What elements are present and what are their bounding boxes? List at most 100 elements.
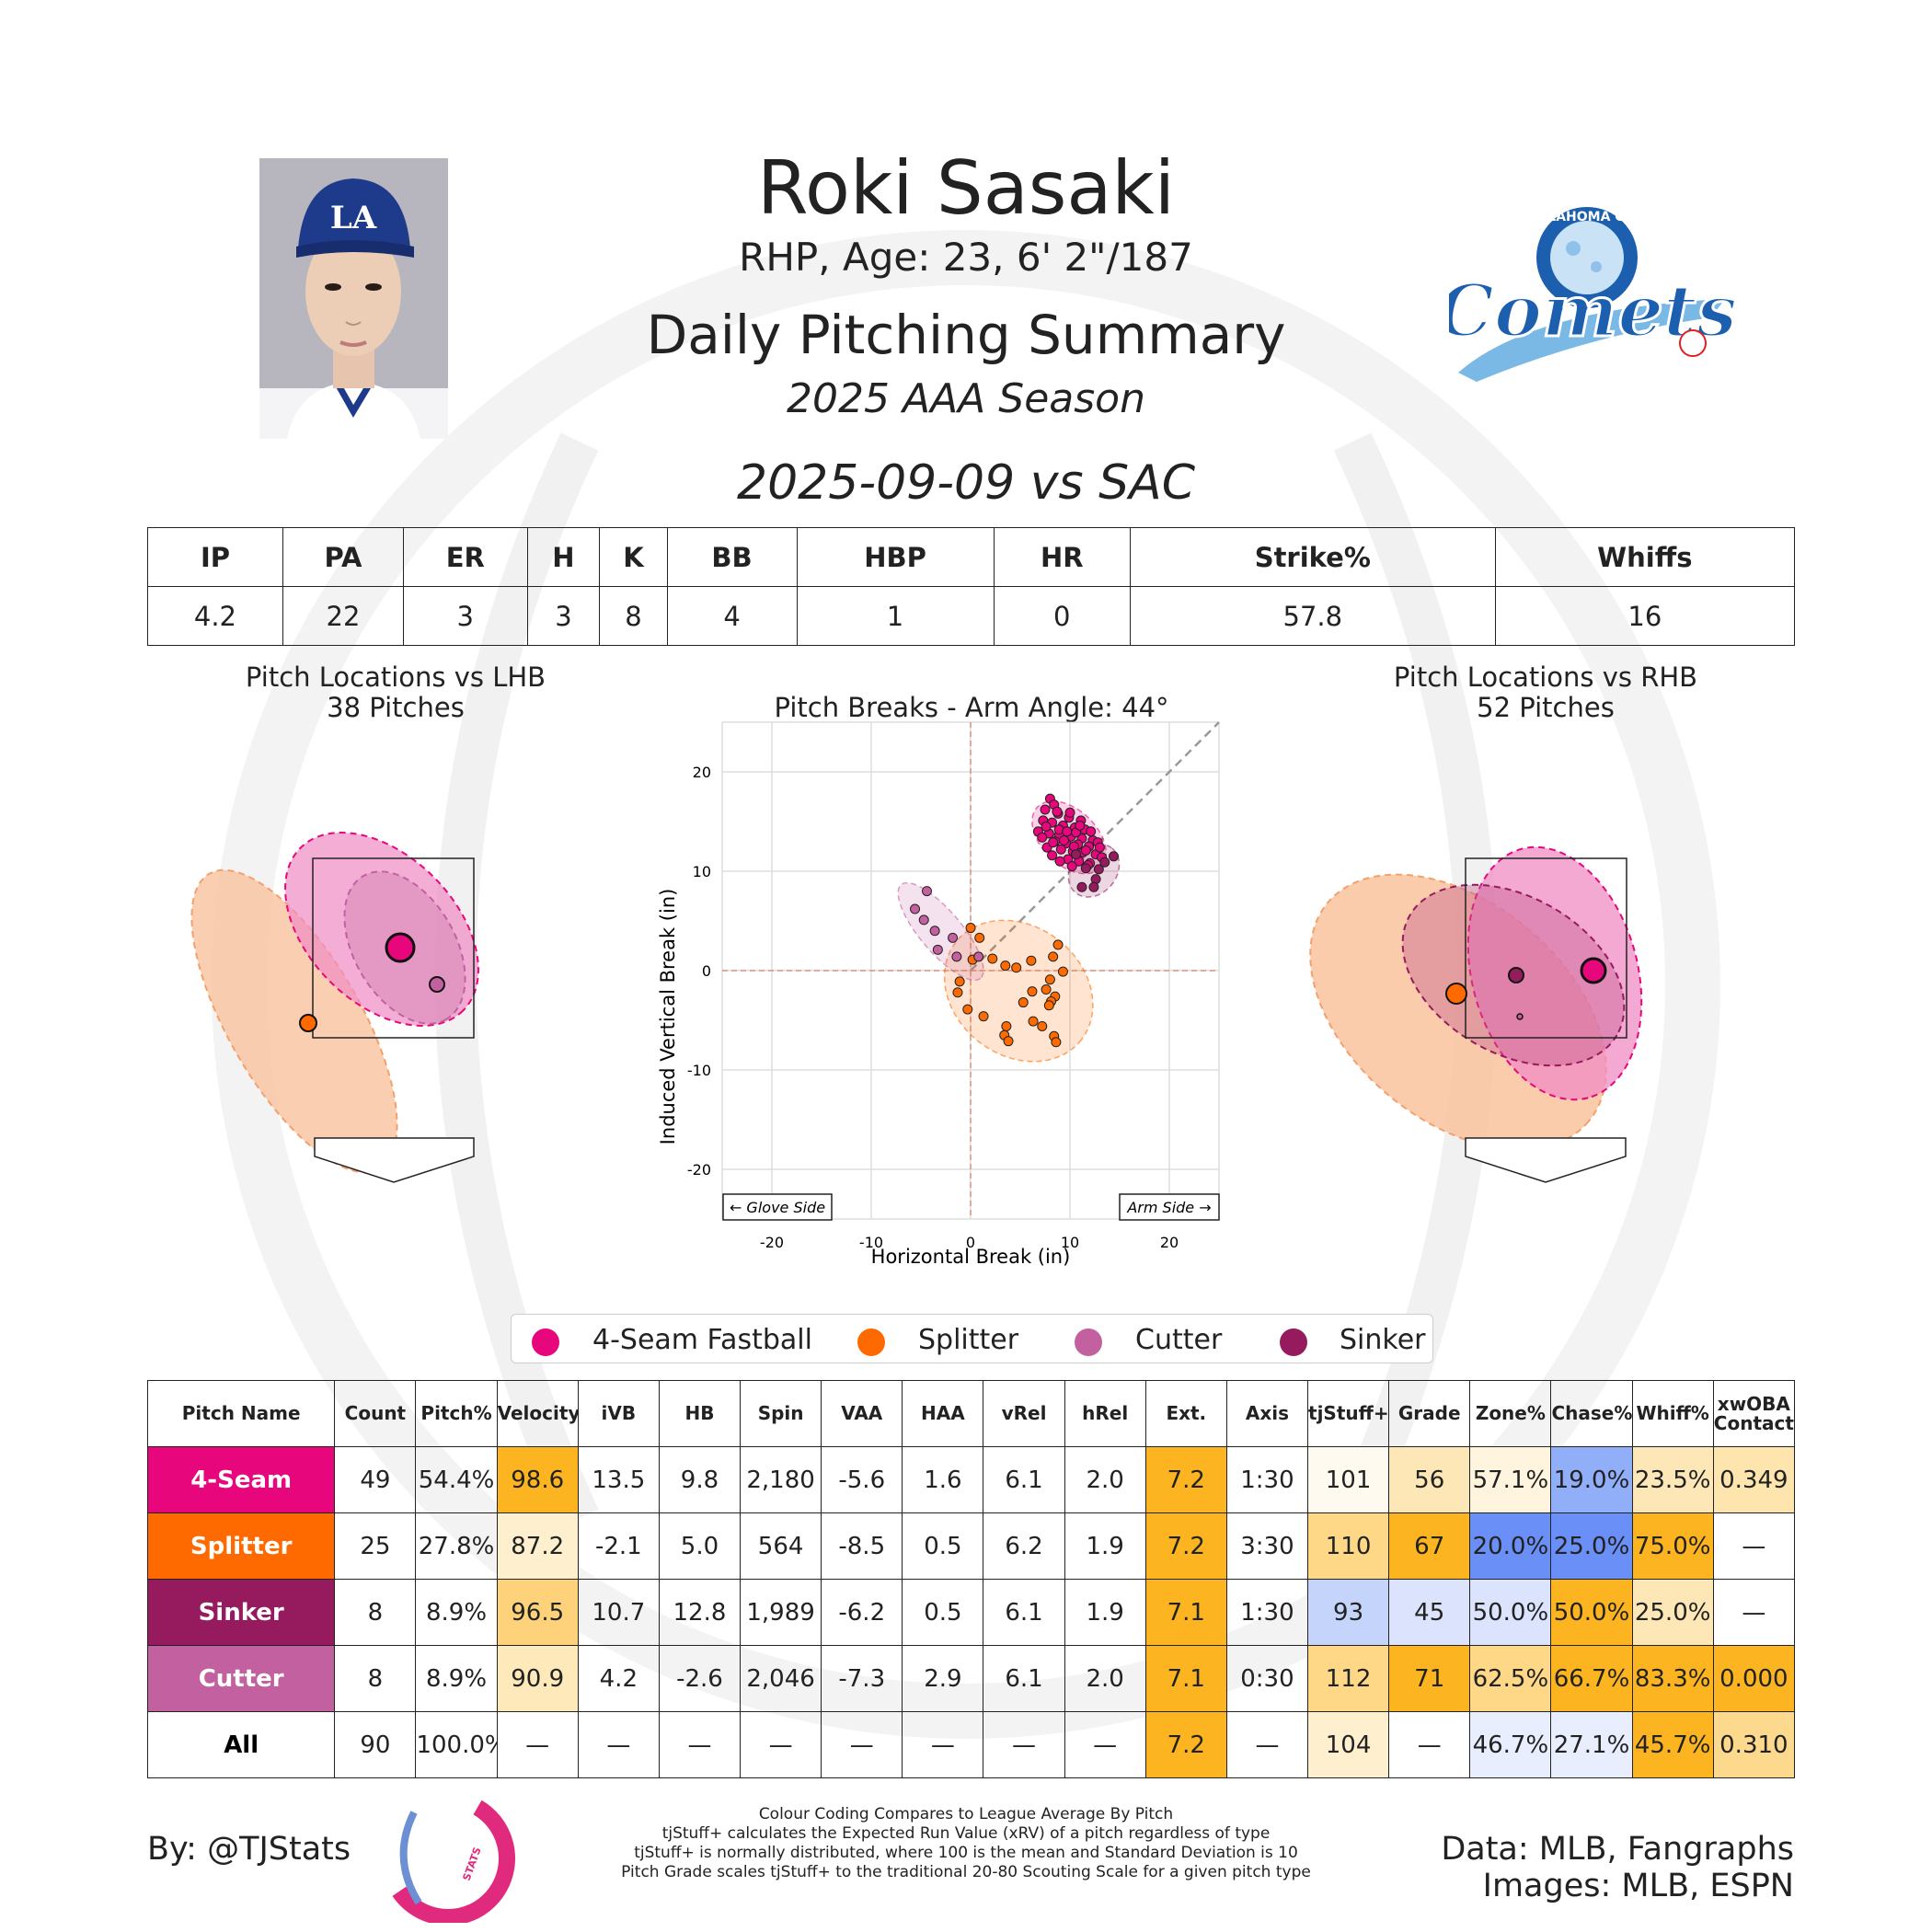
break-point	[1059, 835, 1070, 846]
pitch-metric-cell: —	[658, 1711, 742, 1778]
glove-side-box	[722, 1193, 833, 1221]
break-point	[1070, 849, 1081, 860]
glove-side-label: ← Glove Side	[730, 1199, 825, 1216]
break-point	[932, 944, 943, 955]
pitch-metric-cell: 104	[1307, 1711, 1390, 1778]
pitch-metric-cell: 8.9%	[415, 1579, 498, 1646]
four-seam-mean-dot	[1580, 957, 1607, 984]
break-point	[1109, 851, 1120, 862]
pitch-legend: 4-Seam Fastball Splitter Cutter Sinker	[511, 1314, 1433, 1363]
cutter-mean-dot	[429, 976, 445, 993]
pitch-table-header: Axis	[1225, 1380, 1309, 1447]
pitch-metric-cell: 0.310	[1712, 1711, 1796, 1778]
pitch-table-header: Spin	[740, 1380, 822, 1447]
rhb-location-plot	[1309, 845, 1643, 1183]
footnotes: Colour Coding Compares to League Average…	[598, 1805, 1334, 1882]
pitch-metric-cell: —	[740, 1711, 822, 1778]
break-point	[1043, 1000, 1054, 1011]
stat-value: 57.8	[1129, 586, 1496, 646]
pitch-table-header: Pitch Name	[146, 1380, 336, 1447]
stats-value-row: 4.2 22 3 3 8 4 1 0 57.8 16	[147, 586, 1796, 646]
legend-label: Sinker	[1340, 1324, 1426, 1356]
pitch-metric-cell: 87.2	[496, 1512, 579, 1580]
splitter-mean-dot	[299, 1014, 317, 1032]
pitch-metric-cell: 75.0%	[1631, 1512, 1714, 1580]
pitch-metric-cell: 13.5	[577, 1446, 660, 1513]
pitch-metric-cell: —	[1388, 1711, 1471, 1778]
pitch-break-chart: -20 -10 0 10 20 -20 -10 0 10 20 ← Glove Side Arm …	[657, 721, 1220, 1268]
season-label: 2025 AAA Season	[787, 375, 1145, 422]
stat-header: HBP	[796, 527, 995, 587]
pitch-metric-cell: 8	[334, 1645, 417, 1712]
pitch-metric-cell: 0.5	[902, 1512, 984, 1580]
pitch-metric-cell: 110	[1307, 1512, 1390, 1580]
pitch-metric-cell: 50.0%	[1469, 1579, 1552, 1646]
pitch-metric-cell: 25.0%	[1631, 1579, 1714, 1646]
stat-value: 0	[993, 586, 1131, 646]
y-tick-label: 10	[693, 863, 711, 880]
pitch-metric-cell: 57.1%	[1469, 1446, 1552, 1513]
stat-value: 22	[282, 586, 405, 646]
pitch-metric-cell: 50.0%	[1550, 1579, 1633, 1646]
pitch-table-header: HB	[658, 1380, 742, 1447]
x-axis-label: Horizontal Break (in)	[871, 1246, 1071, 1268]
pitch-metric-cell: —	[1712, 1512, 1796, 1580]
break-point	[1003, 1036, 1014, 1047]
break-point	[918, 914, 929, 926]
pitch-metric-cell: —	[1064, 1711, 1146, 1778]
legend-dot	[857, 1328, 885, 1356]
break-point	[1041, 821, 1052, 832]
pitch-metric-cell: 62.5%	[1469, 1645, 1552, 1712]
break-point	[1062, 826, 1073, 837]
pitch-metric-cell: 101	[1307, 1446, 1390, 1513]
footnote: tjStuff+ calculates the Expected Run Val…	[661, 1824, 1271, 1843]
break-point	[1001, 1020, 1012, 1031]
stat-header: PA	[282, 527, 405, 587]
break-point	[1037, 832, 1048, 843]
arm-side-box	[1119, 1193, 1220, 1221]
data-credits: Data: MLB, Fangraphs Images: MLB, ESPN	[1441, 1831, 1794, 1904]
pitch-metric-cell: -5.6	[821, 1446, 903, 1513]
x-tick-label: 0	[966, 1234, 975, 1251]
strike-zone	[1465, 857, 1627, 1039]
pitch-metric-cell: 3:30	[1225, 1512, 1309, 1580]
pitch-metric-cell: 66.7%	[1550, 1645, 1633, 1712]
pitch-metric-cell: 7.2	[1144, 1512, 1227, 1580]
break-point	[1080, 845, 1091, 856]
break-point	[1018, 997, 1029, 1008]
break-point	[1052, 806, 1063, 817]
stat-header: Strike%	[1129, 527, 1496, 587]
pitch-metric-cell: —	[902, 1711, 984, 1778]
pitch-metric-cell: 1,989	[740, 1579, 822, 1646]
break-point	[1088, 881, 1099, 892]
player-bio: RHP, Age: 23, 6' 2"/187	[739, 235, 1193, 280]
pitch-table-header-row: Pitch Name Count Pitch% Velocity iVB HB Spin VA…	[146, 1380, 1796, 1447]
pitch-metric-cell: 112	[1307, 1645, 1390, 1712]
break-point	[962, 1004, 973, 1015]
break-point	[1075, 820, 1086, 831]
break-points	[910, 793, 1120, 1048]
pitch-metric-cell: 67	[1388, 1512, 1471, 1580]
logo-subtext: OKLAHOMA CITY	[1527, 210, 1649, 224]
pitch-metric-cell: -7.3	[821, 1645, 903, 1712]
rhb-plot-title: Pitch Locations vs RHB 52 Pitches	[1362, 662, 1730, 723]
pitch-table-header: xwOBA Contact	[1712, 1380, 1796, 1447]
pitch-metric-cell: 0.5	[902, 1579, 984, 1646]
break-point	[921, 886, 932, 897]
pitch-metric-cell: 6.1	[983, 1645, 1065, 1712]
pitch-name-cell: All	[146, 1711, 336, 1778]
cap-icon	[298, 178, 410, 248]
break-point	[954, 976, 965, 987]
tjstats-logo-text: STATS	[461, 1846, 484, 1882]
break-point	[1064, 807, 1075, 818]
pitch-table-header: Zone%	[1469, 1380, 1552, 1447]
break-point	[1094, 842, 1105, 853]
break-point	[1086, 826, 1097, 837]
pitch-name-cell: Sinker	[146, 1579, 336, 1646]
break-grid	[721, 721, 1220, 1220]
break-point	[1080, 863, 1091, 874]
pitch-metric-cell: 96.5	[496, 1579, 579, 1646]
pitch-metric-cell: 8.9%	[415, 1645, 498, 1712]
rhb-pitch-count: 52 Pitches	[1477, 692, 1615, 723]
pitch-table-header: iVB	[577, 1380, 660, 1447]
